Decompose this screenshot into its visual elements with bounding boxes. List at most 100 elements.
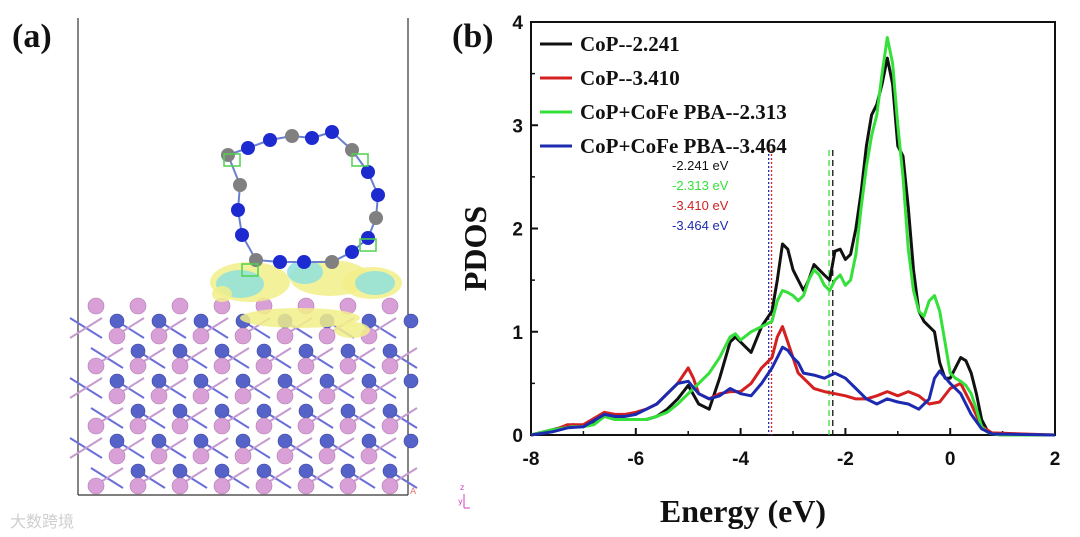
carbon-atom — [285, 129, 299, 143]
slab-bond — [69, 377, 103, 399]
metal-center — [241, 263, 259, 277]
phosphorus-atom — [213, 477, 231, 495]
nitrogen-atom — [241, 141, 255, 155]
phosphorus-atom — [129, 297, 147, 315]
phosphorus-atom — [276, 447, 294, 465]
cofe-pba-ring — [221, 125, 385, 277]
energy-annotation-2: -2.313 eV — [672, 178, 729, 193]
phosphorus-atom — [318, 327, 336, 345]
slab-bond — [69, 317, 103, 339]
phosphorus-atom — [234, 327, 252, 345]
phosphorus-atom — [150, 447, 168, 465]
phosphorus-atom — [234, 447, 252, 465]
phosphorus-atom — [339, 477, 357, 495]
phosphorus-atom — [129, 417, 147, 435]
phosphorus-atom — [255, 477, 273, 495]
phosphorus-atom — [87, 477, 105, 495]
phosphorus-atom — [360, 387, 378, 405]
phosphorus-atom — [255, 357, 273, 375]
x-tick-label: -2 — [837, 449, 854, 470]
phosphorus-atom — [192, 387, 210, 405]
energy-annotation-3: -3.410 eV — [672, 198, 729, 213]
phosphorus-atom — [255, 417, 273, 435]
phosphorus-atom — [318, 387, 336, 405]
phosphorus-atom — [297, 477, 315, 495]
phosphorus-atom — [150, 327, 168, 345]
legend-label-4: CoP+CoFe PBA--3.464 — [580, 134, 787, 158]
phosphorus-atom — [318, 447, 336, 465]
carbon-atom — [325, 255, 339, 269]
phosphorus-atom — [381, 417, 399, 435]
isosurface-blob — [334, 322, 370, 338]
nitrogen-atom — [361, 165, 375, 179]
phosphorus-atom — [87, 417, 105, 435]
slab-bond — [69, 437, 103, 459]
charge-density-isosurface — [210, 260, 402, 338]
phosphorus-atom — [297, 417, 315, 435]
phosphorus-atom — [171, 417, 189, 435]
nitrogen-atom — [231, 203, 245, 217]
phosphorus-atom — [129, 357, 147, 375]
phosphorus-atom — [171, 297, 189, 315]
phosphorus-atom — [234, 387, 252, 405]
axis-glyph: z y x A — [410, 483, 470, 509]
nitrogen-atom — [273, 255, 287, 269]
phosphorus-atom — [150, 387, 168, 405]
phosphorus-atom — [192, 447, 210, 465]
x-axis-title: Energy (eV) — [660, 493, 826, 529]
phosphorus-atom — [213, 417, 231, 435]
series-line-4 — [530, 345, 1056, 437]
phosphorus-atom — [381, 357, 399, 375]
nitrogen-atom — [325, 125, 339, 139]
phosphorus-atom — [171, 357, 189, 375]
isosurface-blob — [355, 271, 395, 295]
isosurface-blob — [240, 308, 360, 328]
y-tick-label: 1 — [512, 323, 523, 344]
isosurface-blob — [212, 286, 232, 302]
legend-label-2: CoP--3.410 — [580, 66, 680, 90]
x-tick-label: -4 — [732, 449, 749, 470]
legend-label-1: CoP--2.241 — [580, 32, 680, 56]
series-line-3 — [530, 36, 1055, 437]
nitrogen-atom — [263, 133, 277, 147]
y-tick-label: 3 — [512, 116, 523, 137]
nitrogen-atom — [345, 245, 359, 259]
phosphorus-atom — [276, 327, 294, 345]
phosphorus-atom — [171, 477, 189, 495]
phosphorus-atom — [339, 357, 357, 375]
phosphorus-atom — [381, 297, 399, 315]
isosurface-blob — [287, 260, 323, 284]
phosphorus-atom — [213, 357, 231, 375]
watermark: 大数跨境 — [10, 512, 75, 531]
phosphorus-atom — [297, 357, 315, 375]
cobalt-atom — [403, 373, 419, 389]
cobalt-atom — [403, 433, 419, 449]
phosphorus-atom — [108, 327, 126, 345]
metal-center — [351, 153, 369, 167]
nitrogen-atom — [235, 228, 249, 242]
molecular-structure-illustration: z y x A — [69, 18, 470, 509]
phosphorus-atom — [87, 297, 105, 315]
carbon-atom — [369, 211, 383, 225]
phosphorus-atom — [108, 387, 126, 405]
x-tick-label: -6 — [627, 449, 644, 470]
phosphorus-atom — [276, 387, 294, 405]
y-tick-label: 0 — [512, 426, 523, 447]
phosphorus-atom — [192, 327, 210, 345]
axis-glyph-y: y — [458, 497, 463, 506]
axis-glyph-z: z — [460, 483, 464, 492]
x-tick-label: 0 — [945, 449, 956, 470]
cobalt-atom — [403, 313, 419, 329]
x-tick-label: -8 — [523, 449, 540, 470]
energy-annotation-1: -2.241 eV — [672, 158, 729, 173]
legend-label-3: CoP+CoFe PBA--2.313 — [580, 100, 787, 124]
panel-label-b: (b) — [452, 18, 494, 55]
nitrogen-atom — [361, 231, 375, 245]
phosphorus-atom — [360, 447, 378, 465]
phosphorus-atom — [339, 417, 357, 435]
y-tick-label: 2 — [512, 220, 523, 241]
panel-label-a: (a) — [12, 18, 52, 55]
phosphorus-atom — [129, 477, 147, 495]
y-tick-label: 4 — [512, 13, 523, 34]
